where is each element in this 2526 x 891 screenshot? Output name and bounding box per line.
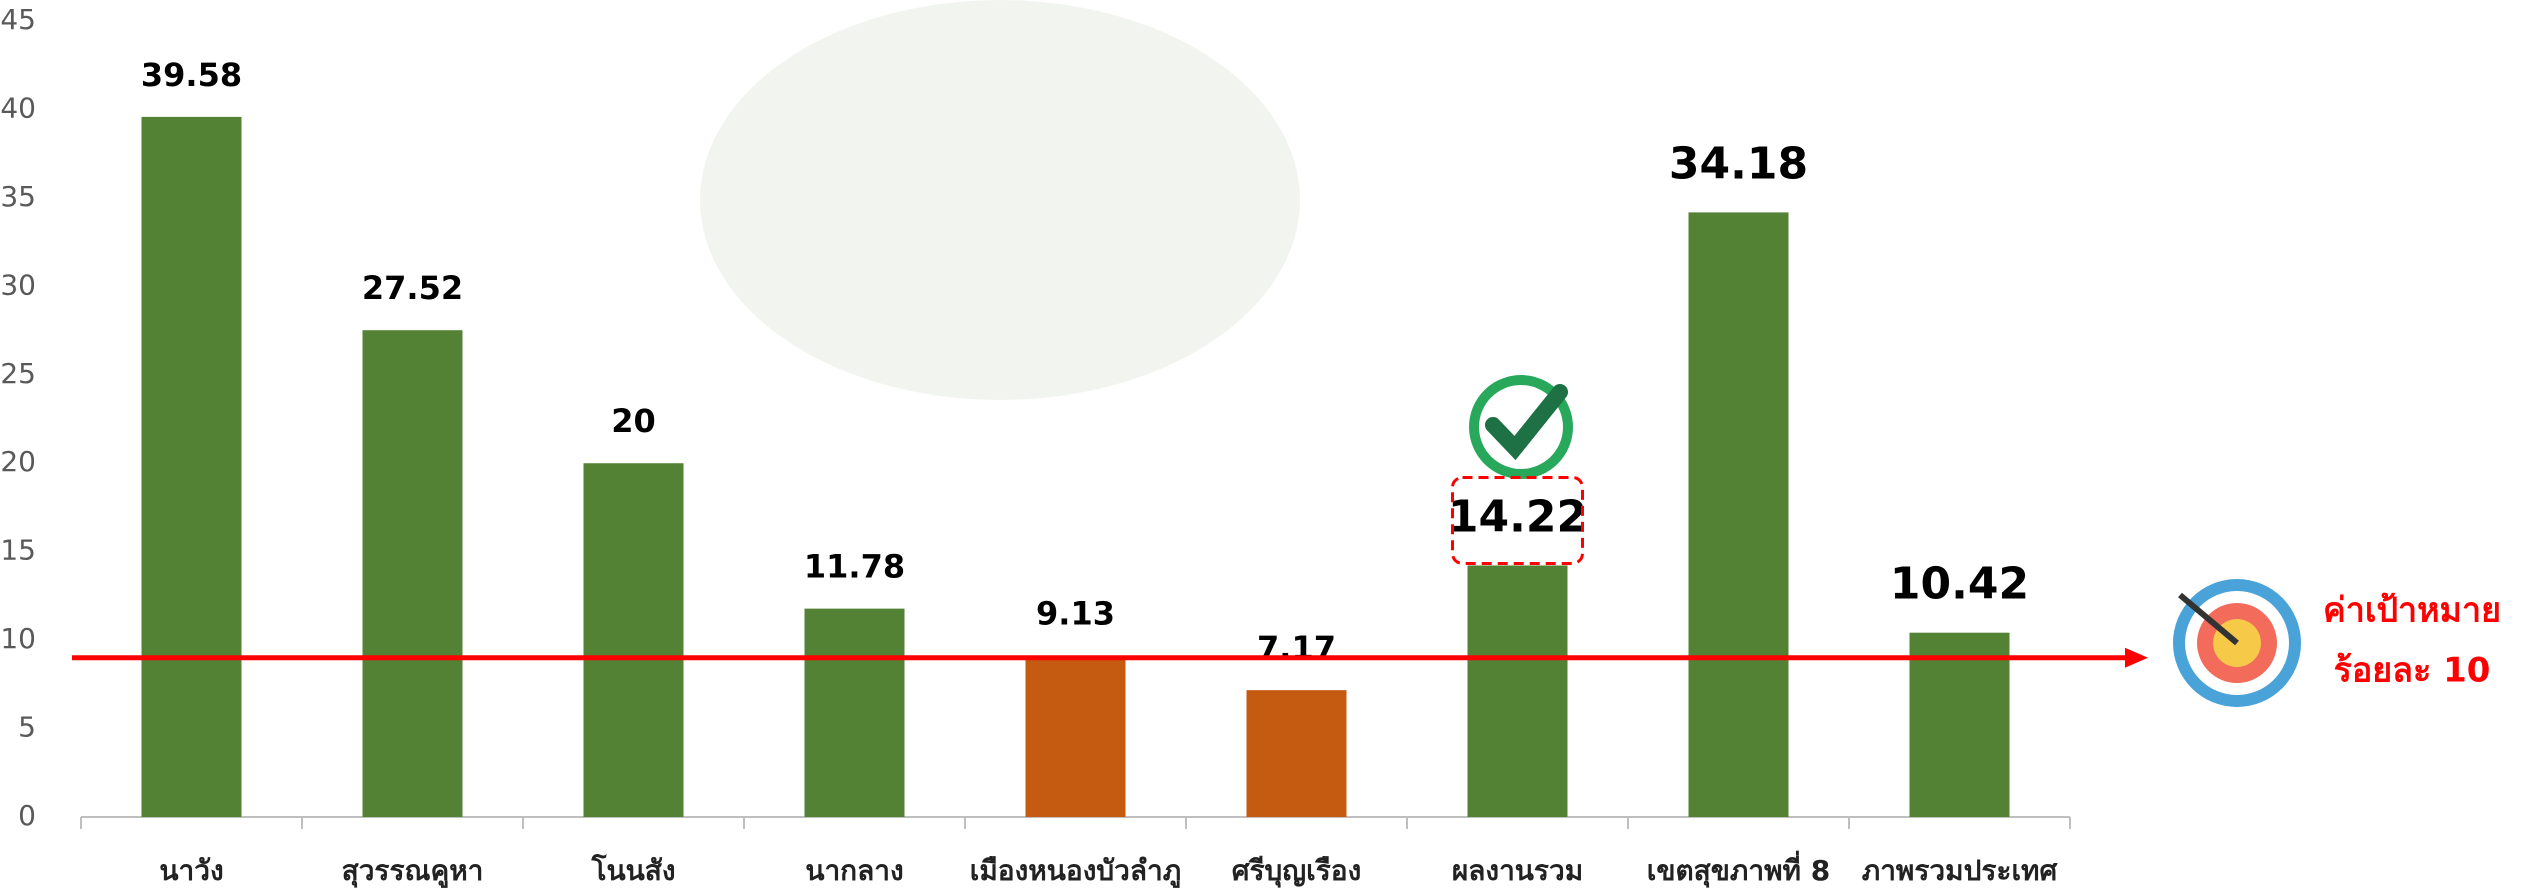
x-tick-label: สุวรรณคูหา xyxy=(342,854,484,888)
y-tick-label: 45 xyxy=(0,3,36,36)
value-label: 39.58 xyxy=(141,56,242,94)
value-label: 27.52 xyxy=(362,269,463,307)
x-tick-label: ภาพรวมประเทศ xyxy=(1862,854,2059,887)
bar xyxy=(1910,633,2010,817)
value-label: 20 xyxy=(611,402,656,440)
bar xyxy=(1689,212,1789,817)
x-tick-label: ศรีบุญเรือง xyxy=(1232,854,1362,888)
target-label: ค่าเป้าหมาย xyxy=(2323,591,2501,631)
y-tick-label: 35 xyxy=(0,180,36,213)
y-tick-label: 15 xyxy=(0,534,36,567)
bar xyxy=(363,330,463,817)
bar xyxy=(142,117,242,817)
x-tick-label: เขตสุขภาพที่ 8 xyxy=(1647,850,1830,888)
x-tick-label: นาวัง xyxy=(159,854,223,887)
target-sublabel: ร้อยละ 10 xyxy=(2334,651,2491,691)
x-tick-label: นากลาง xyxy=(805,854,903,887)
bar xyxy=(805,609,905,817)
y-tick-label: 10 xyxy=(0,622,36,655)
value-label: 9.13 xyxy=(1036,595,1115,633)
target-icon xyxy=(2173,579,2301,707)
y-tick-label: 5 xyxy=(18,711,36,744)
value-label: 14.22 xyxy=(1448,491,1587,542)
bar xyxy=(584,463,684,817)
value-label: 34.18 xyxy=(1669,138,1808,189)
bar xyxy=(1468,565,1568,817)
bar xyxy=(1247,690,1347,817)
check-icon xyxy=(1469,375,1573,479)
decoration xyxy=(700,0,1300,400)
x-tick-label: ผลงานรวม xyxy=(1452,854,1583,887)
bar xyxy=(1026,656,1126,817)
chart: ค่าเป้าหมาย ร้อยละ 10 0 5 10 15 20 25 30 35 40 45… xyxy=(0,0,2526,891)
x-tick-label: โนนสัง xyxy=(590,853,675,887)
value-label: 7.17 xyxy=(1257,629,1336,667)
target-arrowhead xyxy=(2125,648,2148,668)
value-label: 11.78 xyxy=(804,548,905,586)
y-tick-label: 30 xyxy=(0,268,36,301)
y-tick-label: 40 xyxy=(0,91,36,124)
y-tick-label: 20 xyxy=(0,445,36,478)
y-tick-label: 25 xyxy=(0,357,36,390)
x-tick-label: เมืองหนองบัวลำภู xyxy=(970,854,1181,888)
y-tick-label: 0 xyxy=(18,799,36,832)
value-label: 10.42 xyxy=(1890,559,2029,610)
